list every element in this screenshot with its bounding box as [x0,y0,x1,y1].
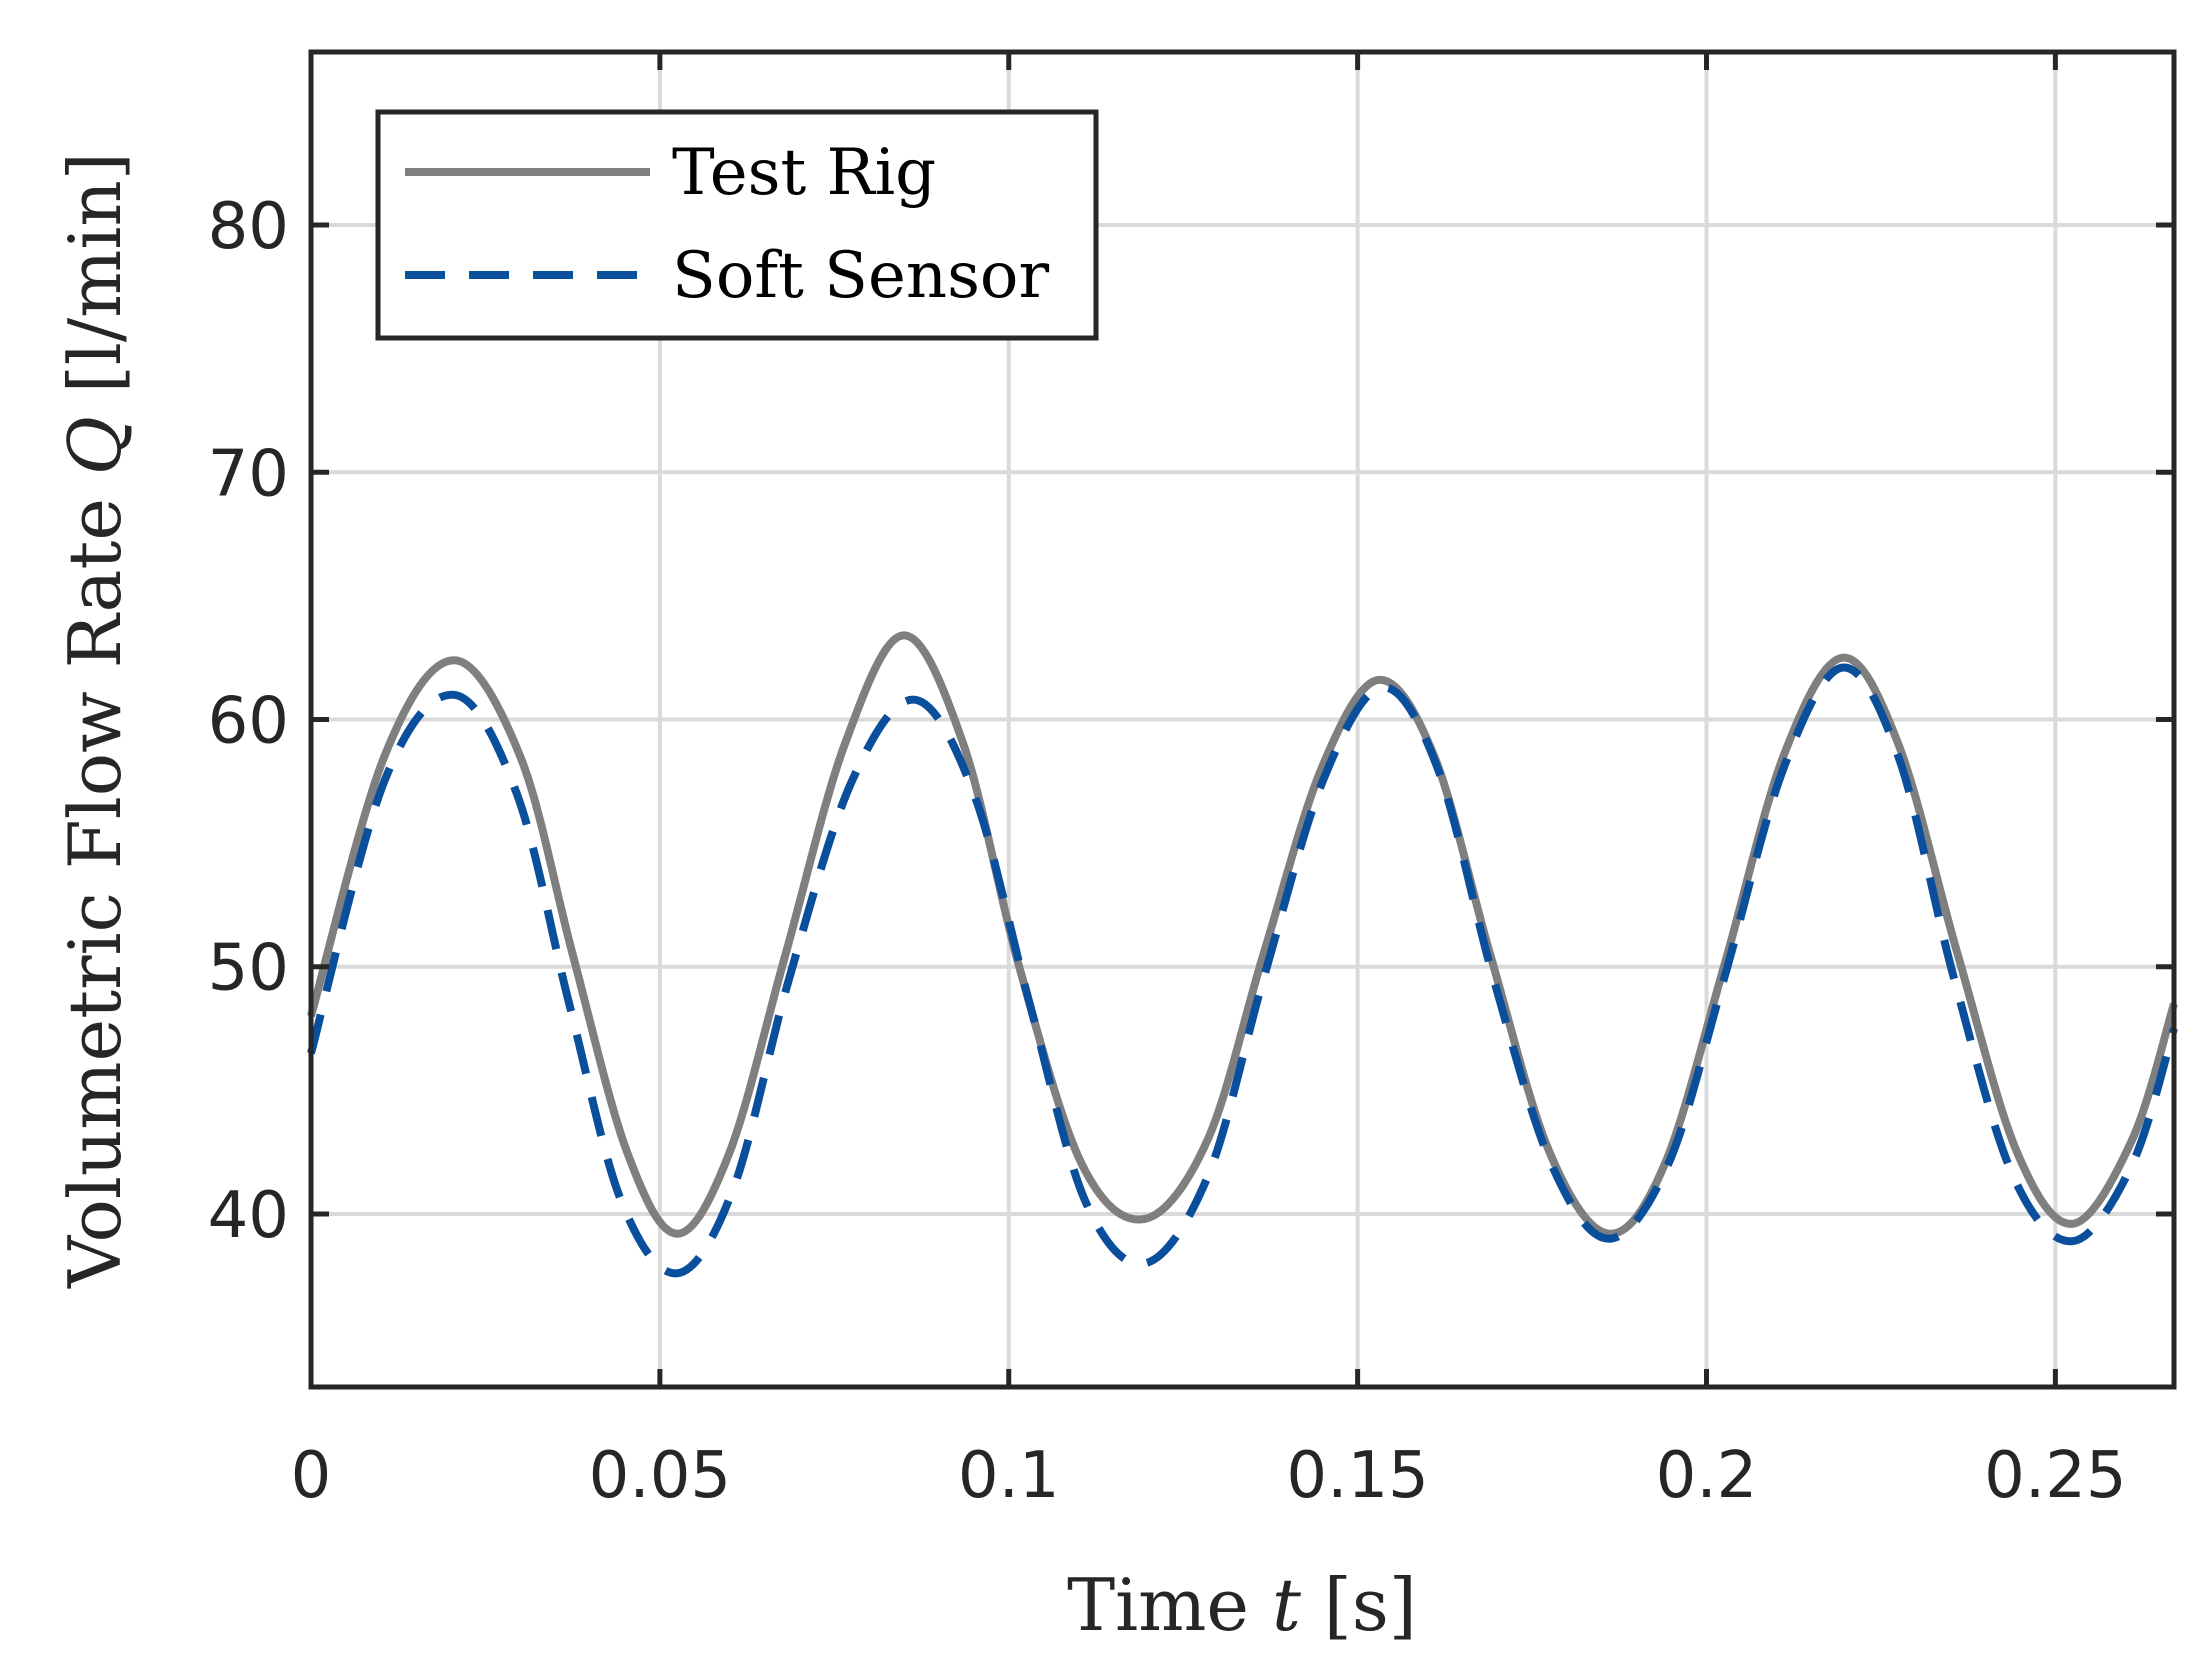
legend-label-test-rig: Test Rig [672,136,936,210]
x-tick-label: 0 [291,1439,332,1513]
x-axis-title-variable: t [1272,1563,1302,1647]
y-tick-label: 80 [208,190,289,264]
x-axis-title-prefix: Time [1067,1563,1272,1647]
x-tick-label: 0.25 [1984,1439,2127,1513]
x-tick-labels: 0 0.05 0.1 0.15 0.2 0.25 [291,1439,2127,1513]
x-tick-label: 0.05 [589,1439,732,1513]
y-axis-title-prefix: Volumetric Flow Rate [53,475,137,1289]
y-axis-title-suffix: [l/min] [53,152,137,416]
x-tick-label: 0.2 [1656,1439,1758,1513]
y-axis-title-variable: Q [53,416,137,475]
plot-frame [308,49,2177,1390]
legend-label-soft-sensor: Soft Sensor [672,239,1049,313]
y-tick-label: 50 [208,932,289,1006]
x-tick-label: 0.1 [958,1439,1060,1513]
x-axis-title: Time t [s] [1067,1563,1417,1647]
y-tick-labels: 40 50 60 70 80 [208,190,289,1253]
legend-box [375,109,1099,341]
y-tick-label: 60 [208,685,289,759]
x-axis-title-suffix: [s] [1301,1563,1417,1647]
series-line-soft-sensor [307,663,2178,1278]
y-tick-label: 70 [208,437,289,511]
y-tick-label: 40 [208,1179,289,1253]
x-tick-label: 0.15 [1286,1439,1429,1513]
series-layer [307,631,2178,1278]
series-line-test-rig [307,631,2178,1238]
y-axis-title: Volumetric Flow Rate Q [l/min] [53,152,137,1289]
legend: Test Rig Soft Sensor [375,109,1099,341]
